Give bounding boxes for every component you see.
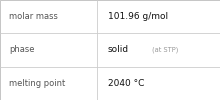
Text: 2040 °C: 2040 °C xyxy=(108,79,144,88)
Text: solid: solid xyxy=(108,46,129,54)
Text: 101.96 g/mol: 101.96 g/mol xyxy=(108,12,168,21)
Text: phase: phase xyxy=(9,46,34,54)
Text: molar mass: molar mass xyxy=(9,12,58,21)
Text: melting point: melting point xyxy=(9,79,65,88)
Text: (at STP): (at STP) xyxy=(152,47,178,53)
